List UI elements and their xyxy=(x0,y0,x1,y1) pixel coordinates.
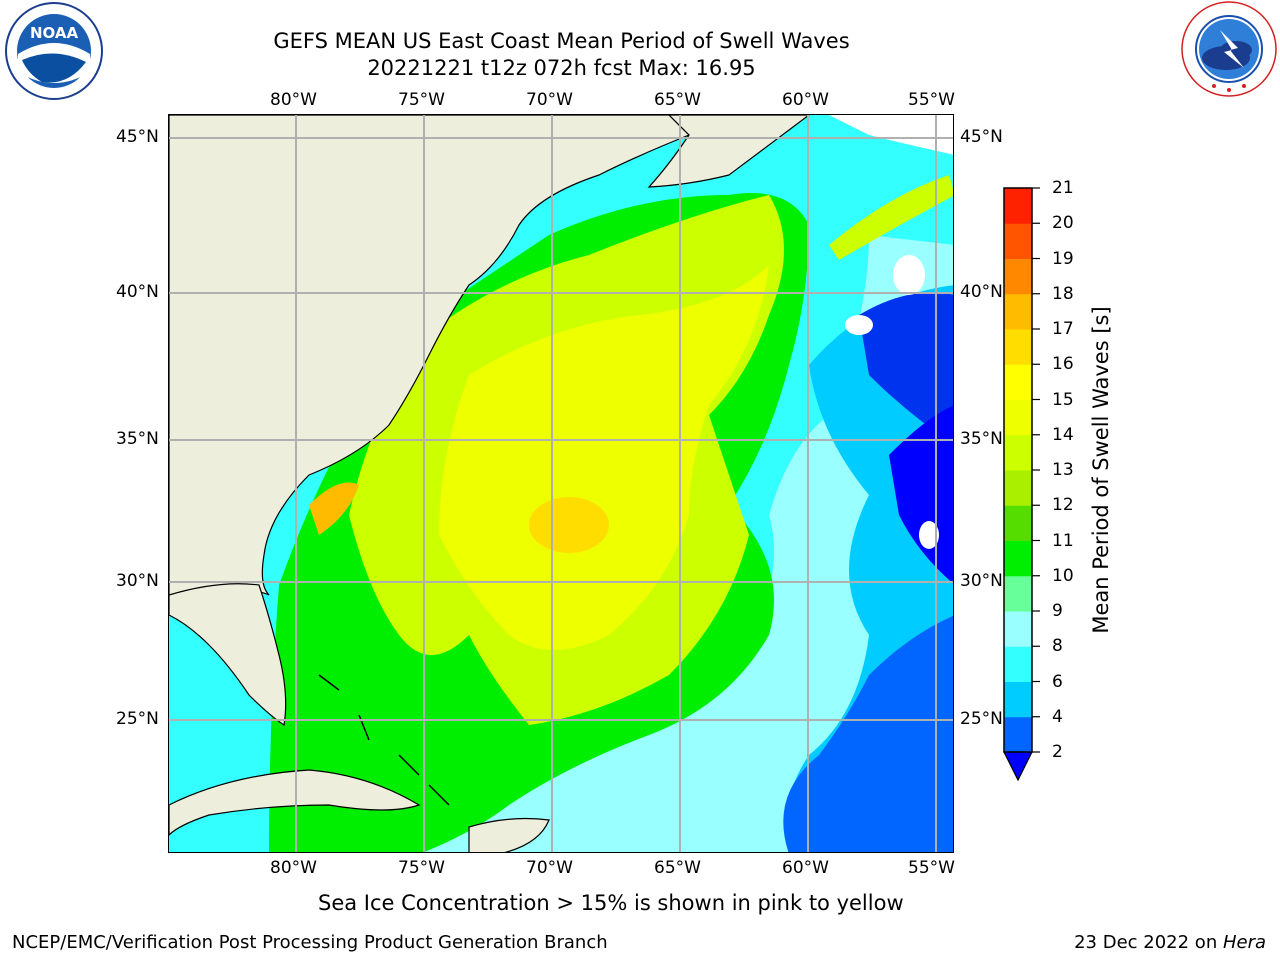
colorbar-tick-label: 14 xyxy=(1052,424,1074,445)
swell-band-16-17 xyxy=(309,482,359,535)
lat-label-right: 40°N xyxy=(960,282,1003,302)
lat-label-left: 30°N xyxy=(116,571,159,591)
colorbar-tick-label: 8 xyxy=(1052,636,1063,657)
swell-max-patch xyxy=(529,497,609,553)
lon-label-bottom: 60°W xyxy=(782,858,829,878)
colorbar-axis-label: Mean Period of Swell Waves [s] xyxy=(1089,306,1113,634)
colorbar-tick-label: 12 xyxy=(1052,495,1074,516)
colorbar-segment xyxy=(1004,223,1032,259)
nws-logo xyxy=(1180,0,1278,98)
colorbar-tick-label: 18 xyxy=(1052,283,1074,304)
no-data-patch xyxy=(829,115,953,155)
colorbar-tick-labels: 2 4 6 8 9 10 11 12 13 14 15 16 17 18 19 20 21 xyxy=(1052,176,1102,776)
land-florida xyxy=(169,583,287,727)
lat-label-right: 45°N xyxy=(960,127,1003,147)
colorbar-segment xyxy=(1004,611,1032,647)
lon-label-bottom: 70°W xyxy=(526,858,573,878)
lat-label-right: 30°N xyxy=(960,571,1003,591)
colorbar-tick-label: 10 xyxy=(1052,565,1074,586)
lat-label-left: 40°N xyxy=(116,282,159,302)
swell-band-14-15 xyxy=(439,265,769,650)
noaa-logo-text: NOAA xyxy=(30,24,79,42)
colorbar-segment xyxy=(1004,293,1032,330)
lon-label-top: 65°W xyxy=(654,90,701,110)
colorbar-tick-label: 9 xyxy=(1052,601,1063,621)
colorbar-segment xyxy=(1004,188,1032,224)
colorbar-tick-label: 17 xyxy=(1052,319,1074,339)
lon-label-bottom: 75°W xyxy=(398,858,445,878)
colorbar-segment xyxy=(1004,364,1032,400)
no-data-patch xyxy=(893,255,925,295)
swell-streak-ne xyxy=(829,175,953,260)
colorbar-segment xyxy=(1004,329,1032,365)
swell-band-2-4-ne xyxy=(859,292,953,444)
lon-label-top: 70°W xyxy=(526,90,573,110)
footer-date: 23 Dec 2022 on Hera xyxy=(1074,932,1266,954)
no-data-patch xyxy=(845,315,873,335)
map-panel xyxy=(168,114,954,853)
lon-label-top: 75°W xyxy=(398,90,445,110)
footer-machine: Hera xyxy=(1222,932,1266,953)
lon-label-top: 55°W xyxy=(908,90,955,110)
colorbar-segment xyxy=(1004,646,1032,682)
lon-label-top: 60°W xyxy=(782,90,829,110)
land-north-america xyxy=(169,115,691,596)
colorbar-extend-triangle xyxy=(1003,751,1033,782)
colorbar-segment xyxy=(1004,399,1032,436)
colorbar-segment xyxy=(1004,681,1032,718)
lat-label-right: 25°N xyxy=(960,709,1003,729)
swell-band-2-4-se xyxy=(783,615,953,852)
colorbar-graphic xyxy=(1003,187,1040,782)
colorbar xyxy=(1000,186,1044,786)
lat-label-right: 35°N xyxy=(960,429,1003,449)
lon-label-bottom: 65°W xyxy=(654,858,701,878)
colorbar-segment xyxy=(1004,540,1032,577)
land-hispaniola xyxy=(468,817,550,852)
lon-label-bottom: 80°W xyxy=(270,858,317,878)
colorbar-tick-label: 21 xyxy=(1052,178,1074,198)
colorbar-segment xyxy=(1004,505,1032,541)
colorbar-tick-label: 2 xyxy=(1052,742,1063,762)
colorbar-segment xyxy=(1004,716,1032,753)
lon-label-top: 80°W xyxy=(270,90,317,110)
lat-label-left: 35°N xyxy=(116,429,159,449)
lon-label-bottom: 55°W xyxy=(908,858,955,878)
colorbar-tick-label: 13 xyxy=(1052,460,1074,480)
lat-label-left: 45°N xyxy=(116,127,159,147)
colorbar-segment xyxy=(1004,575,1032,612)
land-bahamas xyxy=(318,674,450,806)
footer-date-text: 23 Dec 2022 on xyxy=(1074,932,1223,953)
colorbar-tick-label: 15 xyxy=(1052,389,1074,410)
colorbar-tick-label: 16 xyxy=(1052,354,1074,375)
colorbar-tick-label: 4 xyxy=(1052,706,1063,727)
colorbar-segment xyxy=(1004,470,1032,506)
chart-title: GEFS MEAN US East Coast Mean Period of S… xyxy=(273,29,850,53)
noaa-logo: NOAA xyxy=(2,2,106,102)
swell-period-map xyxy=(169,115,953,852)
colorbar-tick-label: 20 xyxy=(1052,213,1074,234)
colorbar-tick-label: 6 xyxy=(1052,671,1063,692)
swell-band-8-9 xyxy=(420,235,953,852)
sea-ice-note: Sea Ice Concentration > 15% is shown in … xyxy=(318,891,904,915)
colorbar-segment xyxy=(1004,258,1032,295)
footer-credit: NCEP/EMC/Verification Post Processing Pr… xyxy=(12,932,608,953)
no-data-patch xyxy=(919,521,939,549)
land-cuba xyxy=(169,769,421,836)
land-maritimes xyxy=(647,115,811,188)
chart-subtitle: 20221221 t12z 072h fcst Max: 16.95 xyxy=(367,56,756,80)
lat-label-left: 25°N xyxy=(116,709,159,729)
colorbar-tick-label: 11 xyxy=(1052,530,1074,551)
colorbar-segment xyxy=(1004,434,1032,471)
colorbar-tick-label: 19 xyxy=(1052,248,1074,269)
